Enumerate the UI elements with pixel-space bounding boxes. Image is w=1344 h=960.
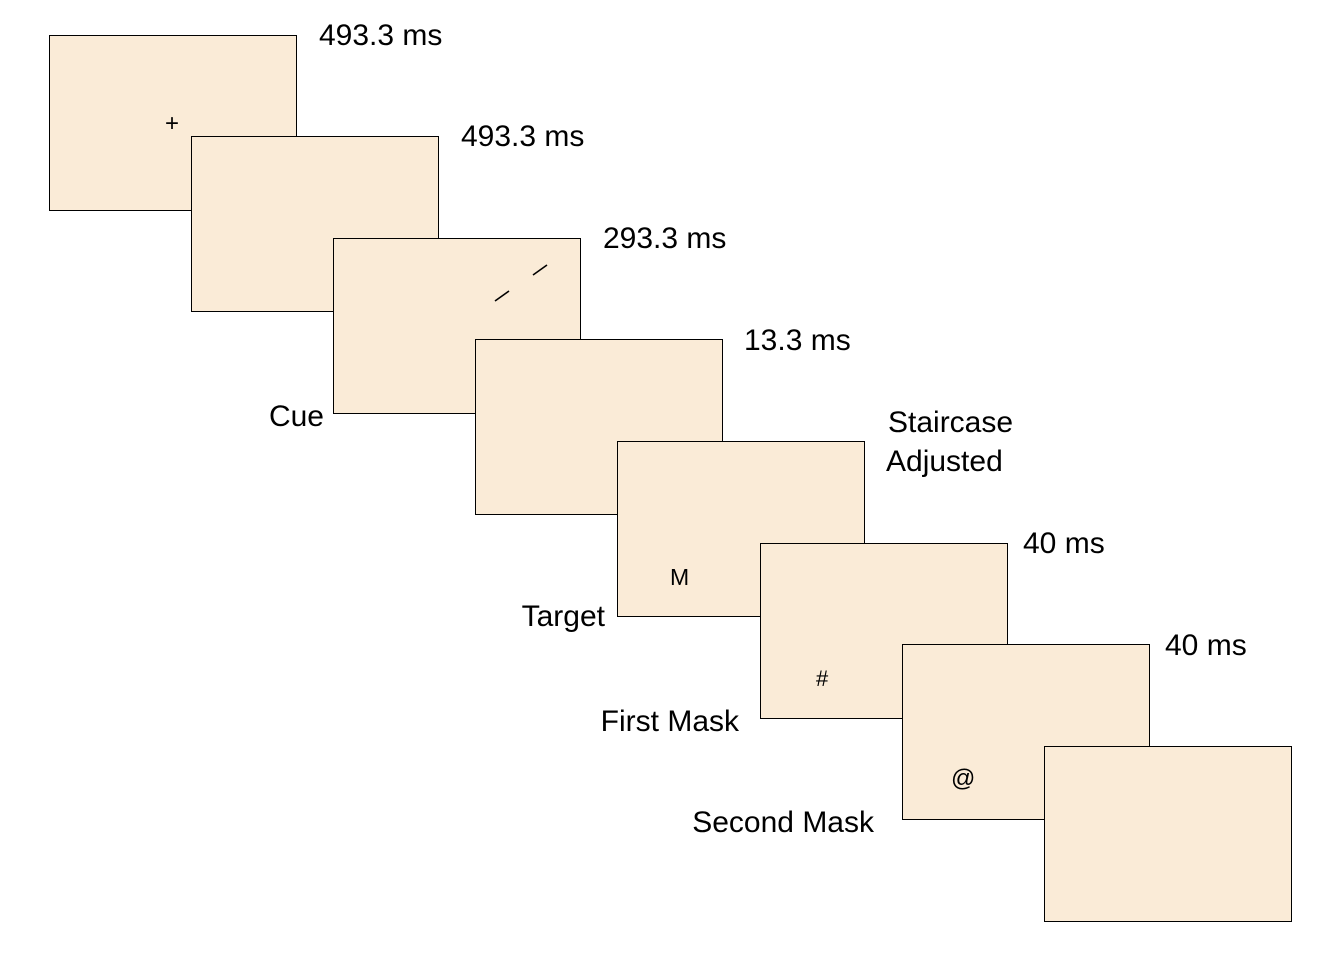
cue-line-upper bbox=[532, 264, 548, 276]
fixation-cross: + bbox=[165, 110, 180, 137]
target-letter: M bbox=[670, 564, 690, 590]
caption-target: Target bbox=[521, 600, 605, 633]
frame-fixation: + bbox=[49, 35, 297, 211]
second-mask-symbol: @ bbox=[951, 765, 976, 792]
cue-lines bbox=[494, 264, 548, 302]
frame-response bbox=[1044, 746, 1292, 922]
caption-second-mask: Second Mask bbox=[692, 806, 874, 839]
cue-line-lower bbox=[494, 290, 510, 302]
duration-label-fixation: 493.3 ms bbox=[319, 19, 443, 52]
duration-label-first-mask: 40 ms bbox=[1023, 527, 1105, 560]
duration-label-target-line1: Staircase bbox=[888, 406, 1014, 439]
duration-label-second-mask: 40 ms bbox=[1165, 629, 1247, 662]
caption-cue: Cue bbox=[268, 400, 324, 433]
duration-label-cue: 293.3 ms bbox=[603, 222, 727, 255]
duration-label-target-line2: Adjusted bbox=[886, 445, 1003, 478]
caption-first-mask: First Mask bbox=[600, 705, 739, 738]
duration-label-blank-1: 493.3 ms bbox=[461, 120, 585, 153]
first-mask-symbol: # bbox=[816, 666, 829, 691]
duration-label-blank-2: 13.3 ms bbox=[744, 324, 851, 357]
